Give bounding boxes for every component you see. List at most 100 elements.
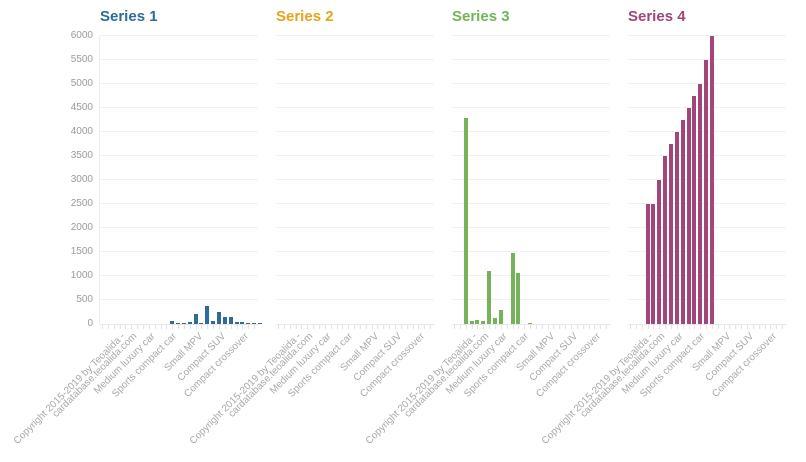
x-tick: [670, 325, 672, 329]
x-tick: [400, 325, 402, 329]
x-tick: [454, 325, 455, 329]
x-tick: [389, 325, 391, 329]
x-tick: [576, 325, 578, 329]
gridline: [276, 155, 434, 156]
bar[interactable]: [240, 321, 245, 324]
x-tick: [236, 325, 238, 329]
x-tick: [125, 325, 127, 329]
bar[interactable]: [475, 320, 480, 324]
bar[interactable]: [668, 144, 673, 324]
bar[interactable]: [492, 318, 497, 324]
x-tick: [541, 325, 543, 329]
x-tick: [160, 325, 162, 329]
bar[interactable]: [463, 117, 468, 324]
bar[interactable]: [252, 323, 257, 324]
bar[interactable]: [686, 108, 691, 324]
x-tick: [142, 325, 144, 329]
gridline: [452, 251, 610, 252]
y-tick-label: 500: [76, 294, 93, 305]
x-axis-baseline: [452, 324, 610, 325]
gridline: [100, 227, 258, 228]
panel-series-3: [452, 35, 610, 329]
y-axis-line: [99, 36, 100, 325]
x-tick: [630, 325, 631, 329]
gridline: [276, 59, 434, 60]
bar[interactable]: [680, 120, 685, 324]
gridline: [100, 35, 258, 36]
bar[interactable]: [181, 323, 186, 324]
bar[interactable]: [170, 321, 175, 324]
x-tick: [518, 325, 520, 329]
y-tick-label: 5500: [70, 54, 93, 65]
x-tick: [530, 325, 532, 329]
gridline: [100, 155, 258, 156]
x-tick: [535, 325, 537, 329]
gridline: [276, 299, 434, 300]
x-axis-baseline: [100, 324, 258, 325]
x-tick: [313, 325, 315, 329]
x-tick: [729, 325, 731, 329]
bar[interactable]: [222, 317, 227, 324]
x-axis-baseline: [628, 324, 786, 325]
bar[interactable]: [199, 323, 204, 324]
bar[interactable]: [516, 273, 521, 324]
bar[interactable]: [205, 306, 210, 324]
gridline: [452, 35, 610, 36]
bar[interactable]: [487, 271, 492, 324]
x-tick: [665, 325, 667, 329]
bar[interactable]: [510, 252, 515, 324]
x-tick: [565, 325, 567, 329]
bar[interactable]: [176, 323, 181, 324]
x-tick: [102, 325, 103, 329]
bar[interactable]: [257, 323, 262, 324]
bar[interactable]: [498, 309, 503, 324]
gridline: [276, 227, 434, 228]
x-tick: [571, 325, 572, 329]
y-tick-label: 3500: [70, 150, 93, 161]
gridline: [100, 275, 258, 276]
x-tick: [465, 325, 467, 329]
x-tick: [113, 325, 115, 329]
bar[interactable]: [217, 312, 221, 324]
bar[interactable]: [187, 321, 192, 324]
bar[interactable]: [692, 96, 697, 324]
gridline: [452, 227, 610, 228]
x-tick: [594, 325, 596, 329]
bar[interactable]: [246, 322, 251, 324]
gridline: [452, 83, 610, 84]
bar[interactable]: [193, 314, 198, 324]
gridline: [276, 203, 434, 204]
bar[interactable]: [528, 323, 533, 324]
x-tick: [354, 325, 356, 329]
bar[interactable]: [645, 204, 650, 324]
y-tick-label: 4000: [70, 126, 93, 137]
bar[interactable]: [674, 132, 679, 324]
bar[interactable]: [651, 204, 656, 324]
x-tick: [735, 325, 737, 329]
x-tick: [178, 325, 180, 329]
panel-series-1: [100, 35, 262, 329]
bar[interactable]: [704, 60, 709, 324]
x-tick: [342, 325, 344, 329]
x-tick: [254, 325, 256, 329]
bar[interactable]: [234, 322, 239, 324]
bar[interactable]: [211, 321, 216, 324]
bar[interactable]: [481, 321, 486, 324]
bar[interactable]: [228, 316, 233, 324]
gridline: [276, 275, 434, 276]
bar[interactable]: [709, 36, 714, 324]
x-tick: [477, 325, 479, 329]
y-tick-label: 3000: [70, 174, 93, 185]
x-tick: [483, 325, 485, 329]
bar[interactable]: [657, 180, 662, 324]
x-tick: [653, 325, 655, 329]
x-tick: [154, 325, 156, 329]
bar[interactable]: [663, 156, 668, 324]
gridline: [276, 83, 434, 84]
bar[interactable]: [469, 321, 474, 324]
x-tick: [424, 325, 426, 329]
gridline: [452, 179, 610, 180]
x-tick: [207, 325, 209, 329]
series-1-title: Series 1: [100, 8, 158, 25]
bar[interactable]: [698, 84, 703, 324]
